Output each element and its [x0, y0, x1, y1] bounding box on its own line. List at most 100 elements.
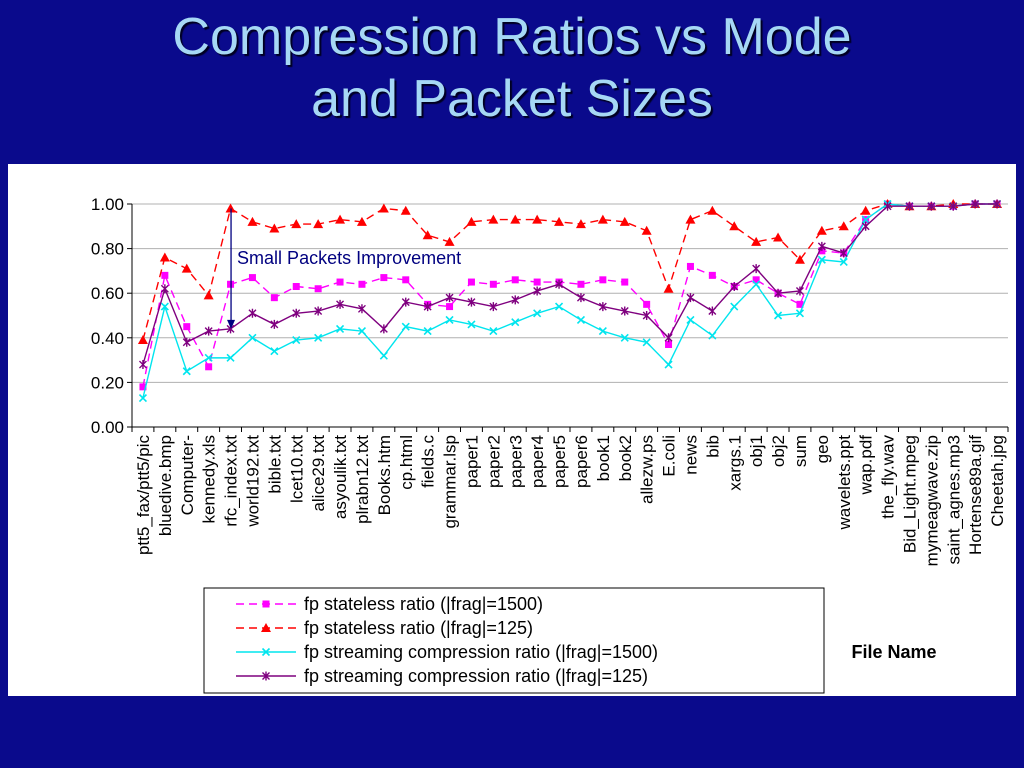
x-tick-label: bible.txt — [265, 435, 284, 494]
data-point-star — [686, 293, 695, 303]
x-tick-label: geo — [813, 435, 832, 463]
x-tick-label: the_fly.wav — [879, 435, 898, 519]
x-tick-label: paper3 — [506, 435, 525, 488]
legend-item: fp streaming compression ratio (|frag|=1… — [236, 666, 648, 686]
data-point-x — [423, 327, 432, 336]
data-point-square — [577, 280, 585, 288]
data-point-x — [226, 353, 235, 362]
y-tick-label: 0.00 — [91, 418, 124, 437]
data-point-square — [533, 278, 541, 286]
x-tick-label: allezw.ps — [638, 435, 657, 504]
x-tick-label: mymeagwave.zip — [922, 435, 941, 566]
data-point-x — [160, 302, 169, 311]
data-point-square — [205, 363, 213, 371]
data-point-x — [533, 309, 542, 318]
data-point-star — [576, 293, 585, 303]
x-tick-label: Computer- — [178, 435, 197, 515]
x-tick-label: sum — [791, 435, 810, 467]
x-axis-title: File Name — [851, 642, 936, 662]
data-point-x — [182, 367, 191, 376]
data-point-triangle — [444, 236, 455, 246]
x-tick-label: world192.txt — [243, 435, 262, 528]
legend-item: fp streaming compression ratio (|frag|=1… — [236, 642, 658, 662]
legend-item: fp stateless ratio (|frag|=125) — [236, 618, 533, 638]
data-point-triangle — [641, 225, 652, 235]
data-point-star — [664, 333, 673, 343]
data-point-star — [949, 201, 958, 211]
data-point-star — [248, 308, 257, 318]
data-point-x — [861, 215, 870, 224]
x-tick-label: fields.c — [419, 435, 438, 488]
data-point-square — [686, 262, 694, 270]
x-tick-label: obj2 — [769, 435, 788, 467]
data-point-star — [511, 295, 520, 305]
data-point-x — [598, 327, 607, 336]
data-point-x — [357, 327, 367, 336]
x-tick-label: alice29.txt — [309, 435, 328, 512]
x-tick-label: kennedy.xls — [200, 435, 219, 524]
series-3 — [138, 199, 1002, 403]
data-point-triangle — [773, 232, 784, 242]
legend-item: fp stateless ratio (|frag|=1500) — [236, 594, 543, 614]
data-point-square — [489, 280, 497, 288]
x-tick-label: wap.pdf — [857, 435, 876, 496]
data-point-x — [314, 333, 323, 342]
data-point-triangle — [335, 214, 346, 224]
data-point-triangle — [707, 205, 718, 215]
data-point-triangle — [510, 214, 521, 224]
data-point-x — [773, 311, 783, 320]
data-point-star — [262, 671, 270, 681]
data-point-square — [270, 294, 278, 302]
data-point-star — [883, 201, 892, 211]
data-point-star — [138, 360, 147, 370]
data-point-star — [467, 297, 476, 307]
data-point-square — [139, 383, 147, 391]
x-tick-label: bib — [703, 435, 722, 458]
data-point-star — [379, 324, 388, 334]
x-tick-label: bluedive.bmp — [156, 435, 175, 536]
data-point-square — [621, 278, 629, 286]
axis-layer: 0.00 0.20 0.40 0.60 0.80 1.00 Compression Rati… — [39, 195, 1009, 662]
data-point-x — [576, 315, 586, 325]
series-4 — [138, 199, 1002, 370]
data-point-star — [927, 201, 936, 211]
legend-label: fp streaming compression ratio (|frag|=1… — [304, 666, 648, 686]
x-tick-label: E.coli — [660, 435, 679, 477]
data-point-star — [752, 264, 761, 274]
y-axis-title: Compression Ratio — [39, 254, 58, 410]
data-point-triangle — [137, 335, 148, 345]
data-point-x — [204, 353, 213, 362]
data-point-x — [839, 257, 848, 267]
data-point-square — [467, 278, 475, 286]
data-point-star — [314, 306, 323, 316]
data-point-star — [401, 297, 410, 307]
data-point-triangle — [488, 214, 499, 224]
y-tick-label: 0.60 — [91, 284, 124, 303]
x-tick-label: xargs.1 — [725, 435, 744, 491]
x-tick-label: Bid_Light.mpeg — [900, 435, 919, 553]
grid-layer — [132, 203, 1008, 383]
data-point-star — [423, 302, 432, 312]
data-point-x — [261, 647, 271, 657]
data-point-star — [861, 221, 870, 231]
x-tick-label: Books.htm — [375, 435, 394, 515]
data-point-star — [708, 306, 717, 316]
series-layer — [137, 199, 1003, 403]
data-point-star — [905, 201, 914, 211]
data-point-triangle — [794, 254, 805, 264]
data-point-star — [839, 248, 848, 258]
x-tick-label: saint_agnes.mp3 — [944, 435, 963, 564]
data-point-star — [357, 304, 366, 314]
annotation-text: Small Packets Improvement — [237, 248, 461, 268]
data-point-square — [402, 276, 410, 284]
x-tick-label: wavelets.ppt — [835, 435, 854, 531]
data-point-star — [730, 282, 739, 292]
data-point-triangle — [378, 203, 389, 213]
series-line — [142, 203, 998, 365]
data-point-star — [533, 286, 542, 296]
data-point-square — [183, 323, 191, 331]
data-point-square — [752, 276, 760, 284]
y-tick-label: 1.00 — [91, 195, 124, 214]
data-point-x — [554, 302, 564, 311]
data-point-triangle — [816, 225, 827, 235]
